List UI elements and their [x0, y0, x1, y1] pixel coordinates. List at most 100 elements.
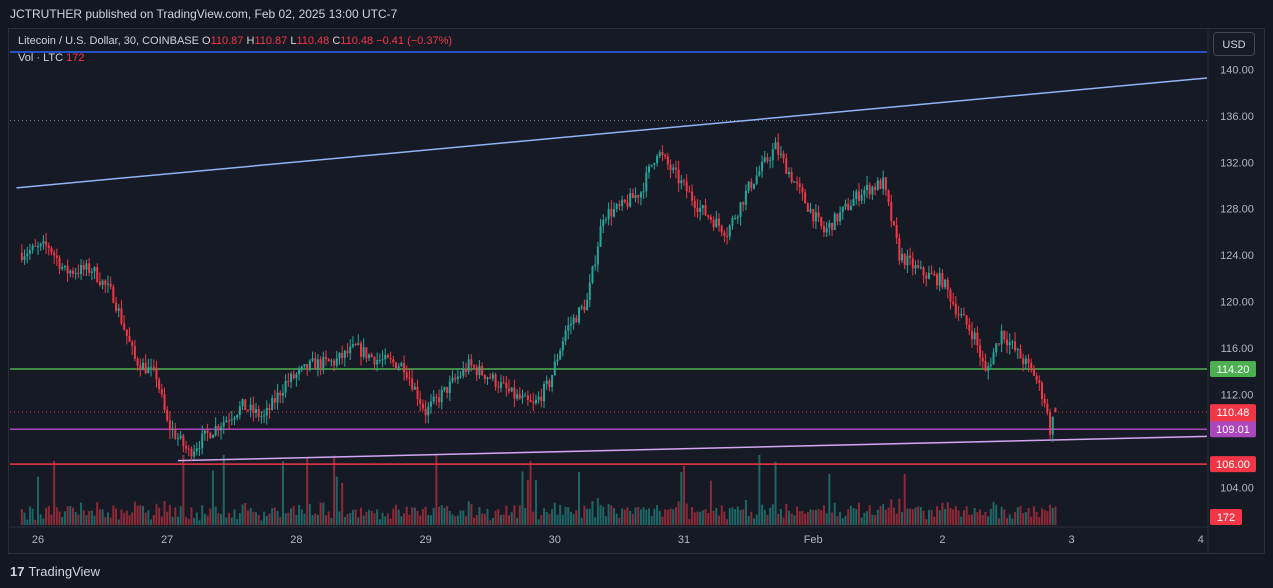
volume-bar [150, 519, 153, 525]
symbol-legend[interactable]: Litecoin / U.S. Dollar, 30, COINBASE O11… [18, 35, 452, 47]
candle-body [408, 377, 411, 379]
volume-bar [529, 461, 532, 525]
candle-body [160, 389, 163, 395]
volume-bar [672, 509, 675, 525]
volume-legend[interactable]: Vol · LTC 172 [18, 52, 84, 64]
volume-bar [841, 518, 844, 525]
candle-body [435, 396, 438, 398]
candle-body [104, 280, 107, 285]
candle-body [411, 378, 414, 390]
symbol-name[interactable]: Litecoin / U.S. Dollar, 30, COINBASE [18, 35, 199, 47]
candle-body [349, 346, 352, 354]
volume-bar [499, 514, 502, 525]
volume-bar [115, 508, 118, 525]
candle-body [128, 335, 131, 342]
volume-bar [53, 460, 56, 525]
volume-bar [968, 514, 971, 525]
candle-body [933, 274, 936, 276]
x-tick-label: 4 [1198, 534, 1204, 546]
volume-bar [742, 509, 745, 525]
candle-body [106, 283, 109, 285]
candle-body [720, 225, 723, 233]
volume-bar [1054, 506, 1057, 525]
volume-bar [615, 513, 618, 525]
candle-body [717, 218, 720, 226]
candle-body [74, 272, 77, 274]
candle-body [281, 392, 284, 396]
volume-bar [709, 480, 712, 525]
candle-body [201, 433, 204, 449]
candle-body [230, 419, 233, 421]
volume-bar [796, 506, 799, 525]
volume-bar [195, 512, 198, 525]
volume-bar [674, 507, 677, 525]
volume-bar [909, 508, 912, 525]
volume-bar [744, 500, 747, 525]
candle-body [255, 409, 258, 413]
volume-bar [927, 509, 930, 525]
candle-body [766, 157, 769, 161]
x-tick-label: 26 [32, 534, 44, 546]
candle-body [249, 404, 252, 411]
volume-bar [1003, 509, 1006, 525]
candle-body [952, 301, 955, 304]
candle-body [112, 286, 115, 303]
volume-bar [182, 455, 185, 525]
volume-bar [470, 504, 473, 525]
candle-body [524, 395, 527, 397]
volume-bar [898, 498, 901, 525]
candle-body [890, 201, 893, 222]
volume-bar [489, 520, 492, 525]
candle-body [327, 358, 330, 362]
volume-bar [1030, 516, 1033, 525]
candle-body [424, 408, 427, 416]
candle-body [925, 275, 928, 279]
candle-body [61, 267, 64, 270]
candle-body [459, 375, 462, 377]
candle-body [233, 417, 236, 420]
volume-bar [701, 510, 704, 525]
candle-body [785, 158, 788, 174]
x-tick-label: 31 [678, 534, 690, 546]
volume-bar [954, 506, 957, 525]
volume-bar [890, 499, 893, 525]
volume-bar [206, 515, 209, 525]
candle-body [871, 186, 874, 195]
volume-bar [403, 513, 406, 525]
volume-bar [411, 507, 414, 525]
tradingview-brand[interactable]: 17 TradingView [10, 564, 100, 579]
candle-body [674, 167, 677, 170]
candle-body [936, 274, 939, 286]
volume-bar [906, 508, 909, 525]
volume-bar [190, 507, 193, 525]
volume-bar [163, 500, 166, 525]
candle-body [551, 375, 554, 388]
volume-bar [82, 510, 85, 525]
chart-frame[interactable] [8, 28, 1265, 554]
candle-body [895, 224, 898, 239]
volume-bar [971, 514, 974, 525]
candle-body [594, 264, 597, 267]
candle-body [540, 396, 543, 402]
volume-bar [311, 515, 314, 525]
volume-bar [454, 516, 457, 525]
volume-bar [508, 515, 511, 525]
candle-body [225, 420, 228, 423]
candle-body [704, 205, 707, 216]
volume-bar [176, 516, 179, 525]
candle-body [814, 212, 817, 222]
volume-bar [755, 514, 758, 525]
candle-body [642, 191, 645, 193]
candle-body [265, 408, 268, 416]
volume-bar [884, 509, 887, 525]
volume-bar [349, 513, 352, 525]
volume-bar [397, 509, 400, 525]
volume-bar [238, 513, 241, 525]
candle-body [69, 270, 72, 274]
candle-body [209, 432, 212, 439]
candle-body [23, 256, 26, 260]
volume-bar [141, 506, 144, 525]
currency-button[interactable]: USD [1213, 32, 1255, 56]
candle-body [761, 161, 764, 172]
